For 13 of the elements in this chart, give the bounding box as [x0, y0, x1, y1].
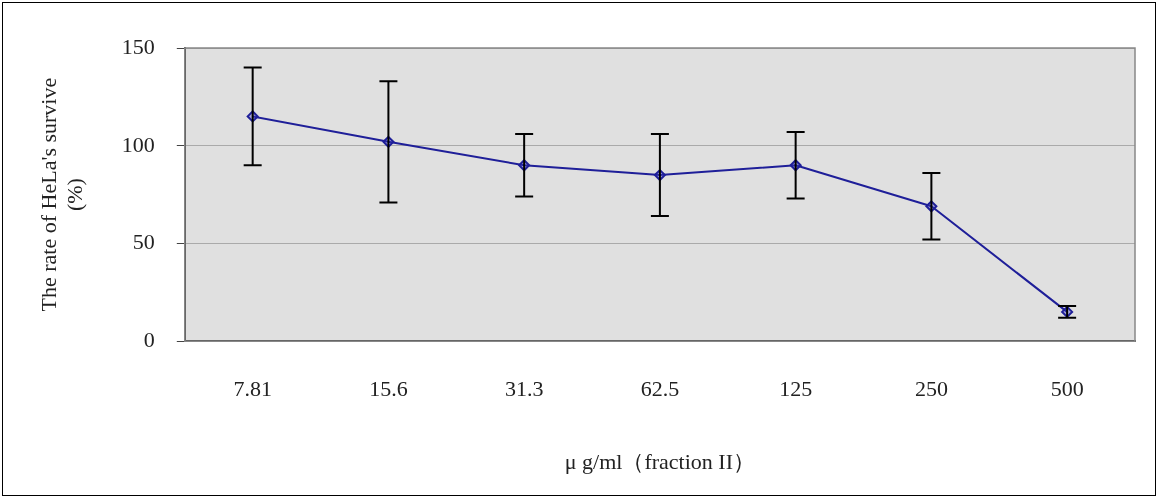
y-tick-label: 100: [121, 131, 155, 157]
y-axis-title: The rate of HeLa's survive (%): [35, 77, 88, 312]
x-tick-label: 62.5: [640, 376, 680, 402]
x-tick-label: 125: [779, 376, 813, 402]
x-tick-label: 250: [914, 376, 948, 402]
y-tick-label: 0: [143, 326, 155, 352]
x-tick-label: 15.6: [369, 376, 408, 402]
x-tick-label: 31.3: [504, 376, 544, 402]
y-tick-label: 50: [132, 229, 155, 255]
x-tick-label: 500: [1050, 376, 1084, 402]
x-axis-title: μ g/ml（fraction II）: [564, 448, 755, 474]
x-tick-label: 7.81: [233, 376, 272, 402]
y-tick-label: 150: [121, 33, 155, 59]
